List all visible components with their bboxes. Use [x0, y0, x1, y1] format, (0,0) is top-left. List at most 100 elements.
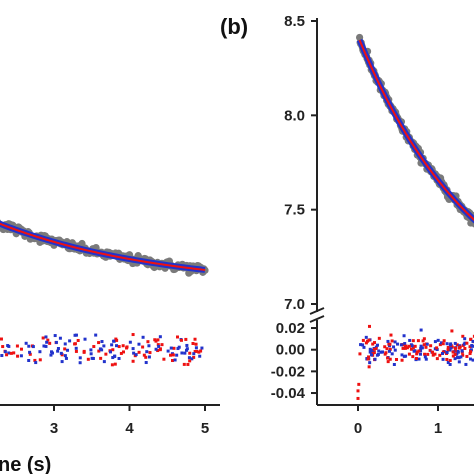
right-main-y-ticks: 7.0 7.5 8.0 8.5 — [284, 13, 317, 313]
residual-point — [113, 354, 117, 358]
residual-point — [392, 345, 396, 349]
residual-point — [156, 349, 160, 353]
panel-label-b: (b) — [220, 14, 248, 39]
residual-point — [374, 346, 378, 350]
residual-point — [362, 345, 366, 349]
y-tick-label: 8.5 — [284, 13, 305, 30]
residual-point — [28, 352, 32, 356]
residual-point — [471, 339, 474, 343]
residual-point — [465, 341, 469, 345]
residual-point — [377, 336, 381, 340]
residual-point — [42, 344, 46, 348]
residual-point — [160, 343, 164, 347]
residual-point — [433, 340, 437, 344]
residual-point — [97, 341, 101, 345]
residual-point — [131, 333, 135, 337]
residual-point — [356, 396, 360, 400]
residual-point — [357, 382, 361, 386]
residual-point — [367, 365, 371, 369]
residual-point — [420, 346, 424, 350]
residual-point — [471, 358, 474, 362]
residual-point — [175, 353, 179, 357]
residual-point — [68, 339, 72, 343]
residual-point — [56, 349, 60, 353]
residual-point — [131, 347, 135, 351]
residual-point — [171, 353, 175, 357]
residual-point — [185, 347, 189, 351]
residual-point — [78, 361, 82, 365]
residual-point — [83, 337, 87, 341]
residual-point — [121, 344, 125, 348]
residual-point — [468, 345, 472, 349]
residual-point — [188, 351, 192, 355]
residual-point — [102, 344, 106, 348]
residual-point — [48, 341, 52, 345]
residual-point — [76, 338, 80, 342]
residual-point — [193, 350, 197, 353]
residual-point — [38, 358, 42, 362]
residual-point — [426, 352, 430, 356]
residual-point — [142, 353, 146, 357]
residual-point — [393, 340, 397, 344]
residual-point — [73, 342, 77, 346]
residual-point — [411, 339, 415, 343]
residual-point — [390, 352, 394, 356]
residual-point — [412, 349, 416, 353]
residual-point — [98, 347, 102, 351]
residual-point — [448, 348, 452, 352]
residual-y-tick-label: -0.02 — [271, 363, 305, 380]
residual-point — [9, 351, 13, 355]
residual-point — [113, 362, 117, 366]
residual-point — [453, 341, 457, 345]
residual-point — [27, 359, 31, 362]
residual-point — [99, 356, 103, 360]
left-residual-points — [0, 333, 204, 367]
residual-point — [461, 334, 465, 338]
residual-point — [188, 359, 192, 363]
residual-point — [375, 353, 379, 357]
residual-point — [407, 344, 411, 348]
residual-point — [377, 349, 381, 353]
residual-point — [31, 345, 35, 349]
residual-point — [442, 339, 446, 343]
y-tick-label: 7.5 — [284, 202, 305, 219]
residual-point — [468, 352, 472, 356]
residual-point — [457, 346, 461, 350]
residual-point — [450, 329, 454, 333]
residual-point — [128, 340, 132, 344]
residual-point — [192, 352, 196, 356]
residual-point — [191, 342, 195, 346]
residual-point — [445, 342, 449, 346]
residual-point — [415, 350, 419, 354]
residual-point — [367, 355, 371, 359]
residual-point — [404, 354, 408, 358]
residual-point — [50, 351, 54, 355]
residual-point — [162, 357, 166, 361]
residual-point — [74, 333, 78, 337]
residual-point — [465, 354, 469, 358]
residual-point — [396, 342, 400, 346]
residual-point — [186, 362, 190, 366]
residual-point — [5, 353, 9, 357]
residual-point — [190, 357, 194, 361]
residual-y-tick-label: 0.02 — [276, 320, 305, 337]
residual-point — [368, 347, 372, 351]
residual-point — [469, 350, 473, 354]
residual-point — [449, 346, 453, 350]
residual-point — [144, 361, 148, 365]
residual-point — [173, 358, 177, 362]
residual-point — [451, 350, 455, 354]
residual-point — [63, 347, 67, 351]
residual-point — [34, 361, 38, 365]
residual-point — [27, 344, 31, 348]
residual-point — [192, 355, 196, 359]
residual-point — [111, 348, 115, 352]
residual-point — [459, 355, 463, 359]
residual-point — [78, 356, 82, 360]
residual-point — [184, 337, 188, 341]
residual-point — [195, 349, 199, 353]
residual-point — [373, 357, 377, 361]
